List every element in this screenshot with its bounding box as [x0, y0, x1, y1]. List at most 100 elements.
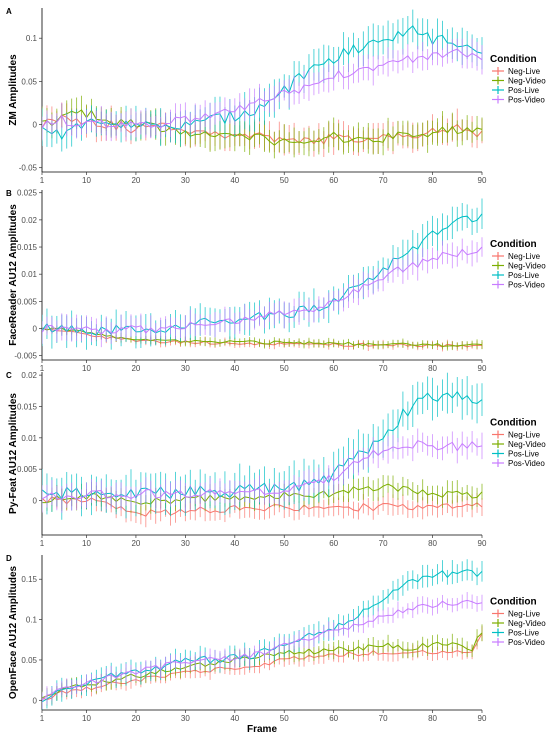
series-line	[42, 569, 483, 703]
y-tick-label: 0.015	[17, 402, 38, 411]
legend-title: Condition	[490, 239, 537, 250]
legend-label: Pos-Live	[508, 86, 540, 95]
series-line	[42, 483, 483, 505]
y-tick-label: 0.05	[21, 77, 37, 86]
series-pos-live	[42, 559, 483, 710]
x-tick-label: 50	[280, 364, 289, 373]
legend-label: Pos-Video	[508, 96, 545, 105]
x-tick-label: 20	[131, 539, 140, 548]
panel-d: D 0 0.05 0.1 0.15 1 10 20 30 40 50 60 70 80 90 OpenFace…	[6, 554, 546, 735]
series-line	[42, 246, 483, 336]
plot-area	[42, 372, 483, 528]
series-neg-live	[42, 626, 483, 706]
x-tick-label: 20	[131, 364, 140, 373]
series-pos-video	[42, 428, 483, 513]
x-tick-label: 10	[82, 364, 91, 373]
plot-area	[42, 198, 483, 352]
y-tick-label: 0.05	[21, 656, 37, 665]
x-tick-label: 60	[329, 714, 338, 723]
y-tick-label: 0.02	[21, 371, 37, 380]
x-tick-label: 30	[181, 539, 190, 548]
y-tick-label: 0.15	[21, 575, 37, 584]
legend-label: Neg-Video	[508, 440, 546, 449]
x-tick-label: 40	[230, 539, 239, 548]
legend-label: Pos-Video	[508, 281, 545, 290]
x-tick-label: 10	[82, 539, 91, 548]
x-tick-label: 60	[329, 176, 338, 185]
x-tick-label: 60	[329, 539, 338, 548]
x-tick-label: 10	[82, 176, 91, 185]
series-line	[42, 25, 483, 140]
y-tick-label: 0	[33, 121, 38, 130]
series-pos-video	[42, 592, 483, 709]
x-tick-label: 80	[428, 539, 437, 548]
y-axis-title: ZM Amplitudes	[8, 54, 19, 126]
legend-label: Neg-Video	[508, 77, 546, 86]
x-tick-label: 80	[428, 176, 437, 185]
x-axis-title: Frame	[247, 724, 277, 735]
legend-label: Neg-Live	[508, 431, 541, 440]
y-tick-label: 0.02	[21, 216, 37, 225]
x-tick-label: 90	[478, 539, 487, 548]
y-tick-label: 0.005	[17, 465, 38, 474]
x-tick-label: 1	[40, 364, 45, 373]
series-line	[42, 48, 483, 129]
x-tick-label: 30	[181, 364, 190, 373]
series-line	[42, 496, 483, 517]
legend-label: Pos-Live	[508, 271, 540, 280]
panel-letter: B	[6, 189, 12, 198]
y-tick-label: -0.05	[19, 164, 38, 173]
y-tick-label: -0.005	[14, 352, 37, 361]
y-tick-label: 0.01	[21, 270, 37, 279]
y-axis-title: Py-Feat AU12 Amplitudes	[8, 393, 19, 514]
y-tick-label: 0.015	[17, 243, 38, 252]
x-tick-label: 90	[478, 714, 487, 723]
legend-label: Pos-Live	[508, 629, 540, 638]
panel-letter: D	[6, 554, 12, 563]
x-tick-label: 80	[428, 364, 437, 373]
y-tick-label: 0.01	[21, 434, 37, 443]
legend-label: Neg-Live	[508, 610, 541, 619]
x-tick-label: 30	[181, 714, 190, 723]
series-pos-video	[42, 237, 483, 348]
x-tick-label: 20	[131, 176, 140, 185]
x-tick-label: 50	[280, 176, 289, 185]
x-tick-label: 70	[379, 176, 388, 185]
y-axis-title: FaceReader AU12 Amplitudes	[8, 204, 19, 346]
legend-title: Condition	[490, 54, 537, 65]
x-tick-label: 70	[379, 539, 388, 548]
x-tick-label: 90	[478, 364, 487, 373]
x-tick-label: 90	[478, 176, 487, 185]
y-tick-label: 0	[33, 497, 38, 506]
legend: Condition Neg-LiveNeg-VideoPos-LivePos-Vi…	[490, 54, 546, 105]
series-line	[42, 440, 483, 500]
series-line	[42, 632, 483, 699]
series-pos-live	[42, 198, 483, 350]
y-tick-label: 0.1	[26, 616, 38, 625]
panel-letter: C	[6, 371, 12, 380]
x-tick-label: 1	[40, 539, 45, 548]
plot-area	[42, 559, 483, 710]
legend-label: Pos-Live	[508, 450, 540, 459]
x-tick-label: 50	[280, 539, 289, 548]
x-tick-label: 30	[181, 176, 190, 185]
series-pos-video	[42, 38, 483, 142]
series-line	[42, 599, 483, 701]
x-tick-label: 50	[280, 714, 289, 723]
x-tick-label: 70	[379, 364, 388, 373]
x-tick-label: 40	[230, 176, 239, 185]
x-tick-label: 20	[131, 714, 140, 723]
x-tick-label: 40	[230, 364, 239, 373]
legend-title: Condition	[490, 418, 537, 429]
panel-letter: A	[6, 7, 12, 16]
panel-c: C 0 0.005 0.01 0.015 0.02 1 10 20 30 40 50 60 70 80 90 P…	[6, 371, 546, 548]
x-tick-label: 40	[230, 714, 239, 723]
y-tick-label: 0	[33, 696, 38, 705]
panel-b: B -0.005 0 0.005 0.01 0.015 0.02 0.025 1 10 20 30 40…	[6, 189, 546, 373]
legend: Condition Neg-LiveNeg-VideoPos-LivePos-Vi…	[490, 239, 546, 290]
x-tick-label: 60	[329, 364, 338, 373]
series-pos-live	[42, 9, 483, 152]
series-neg-live	[42, 325, 483, 352]
series-neg-video	[42, 324, 483, 351]
